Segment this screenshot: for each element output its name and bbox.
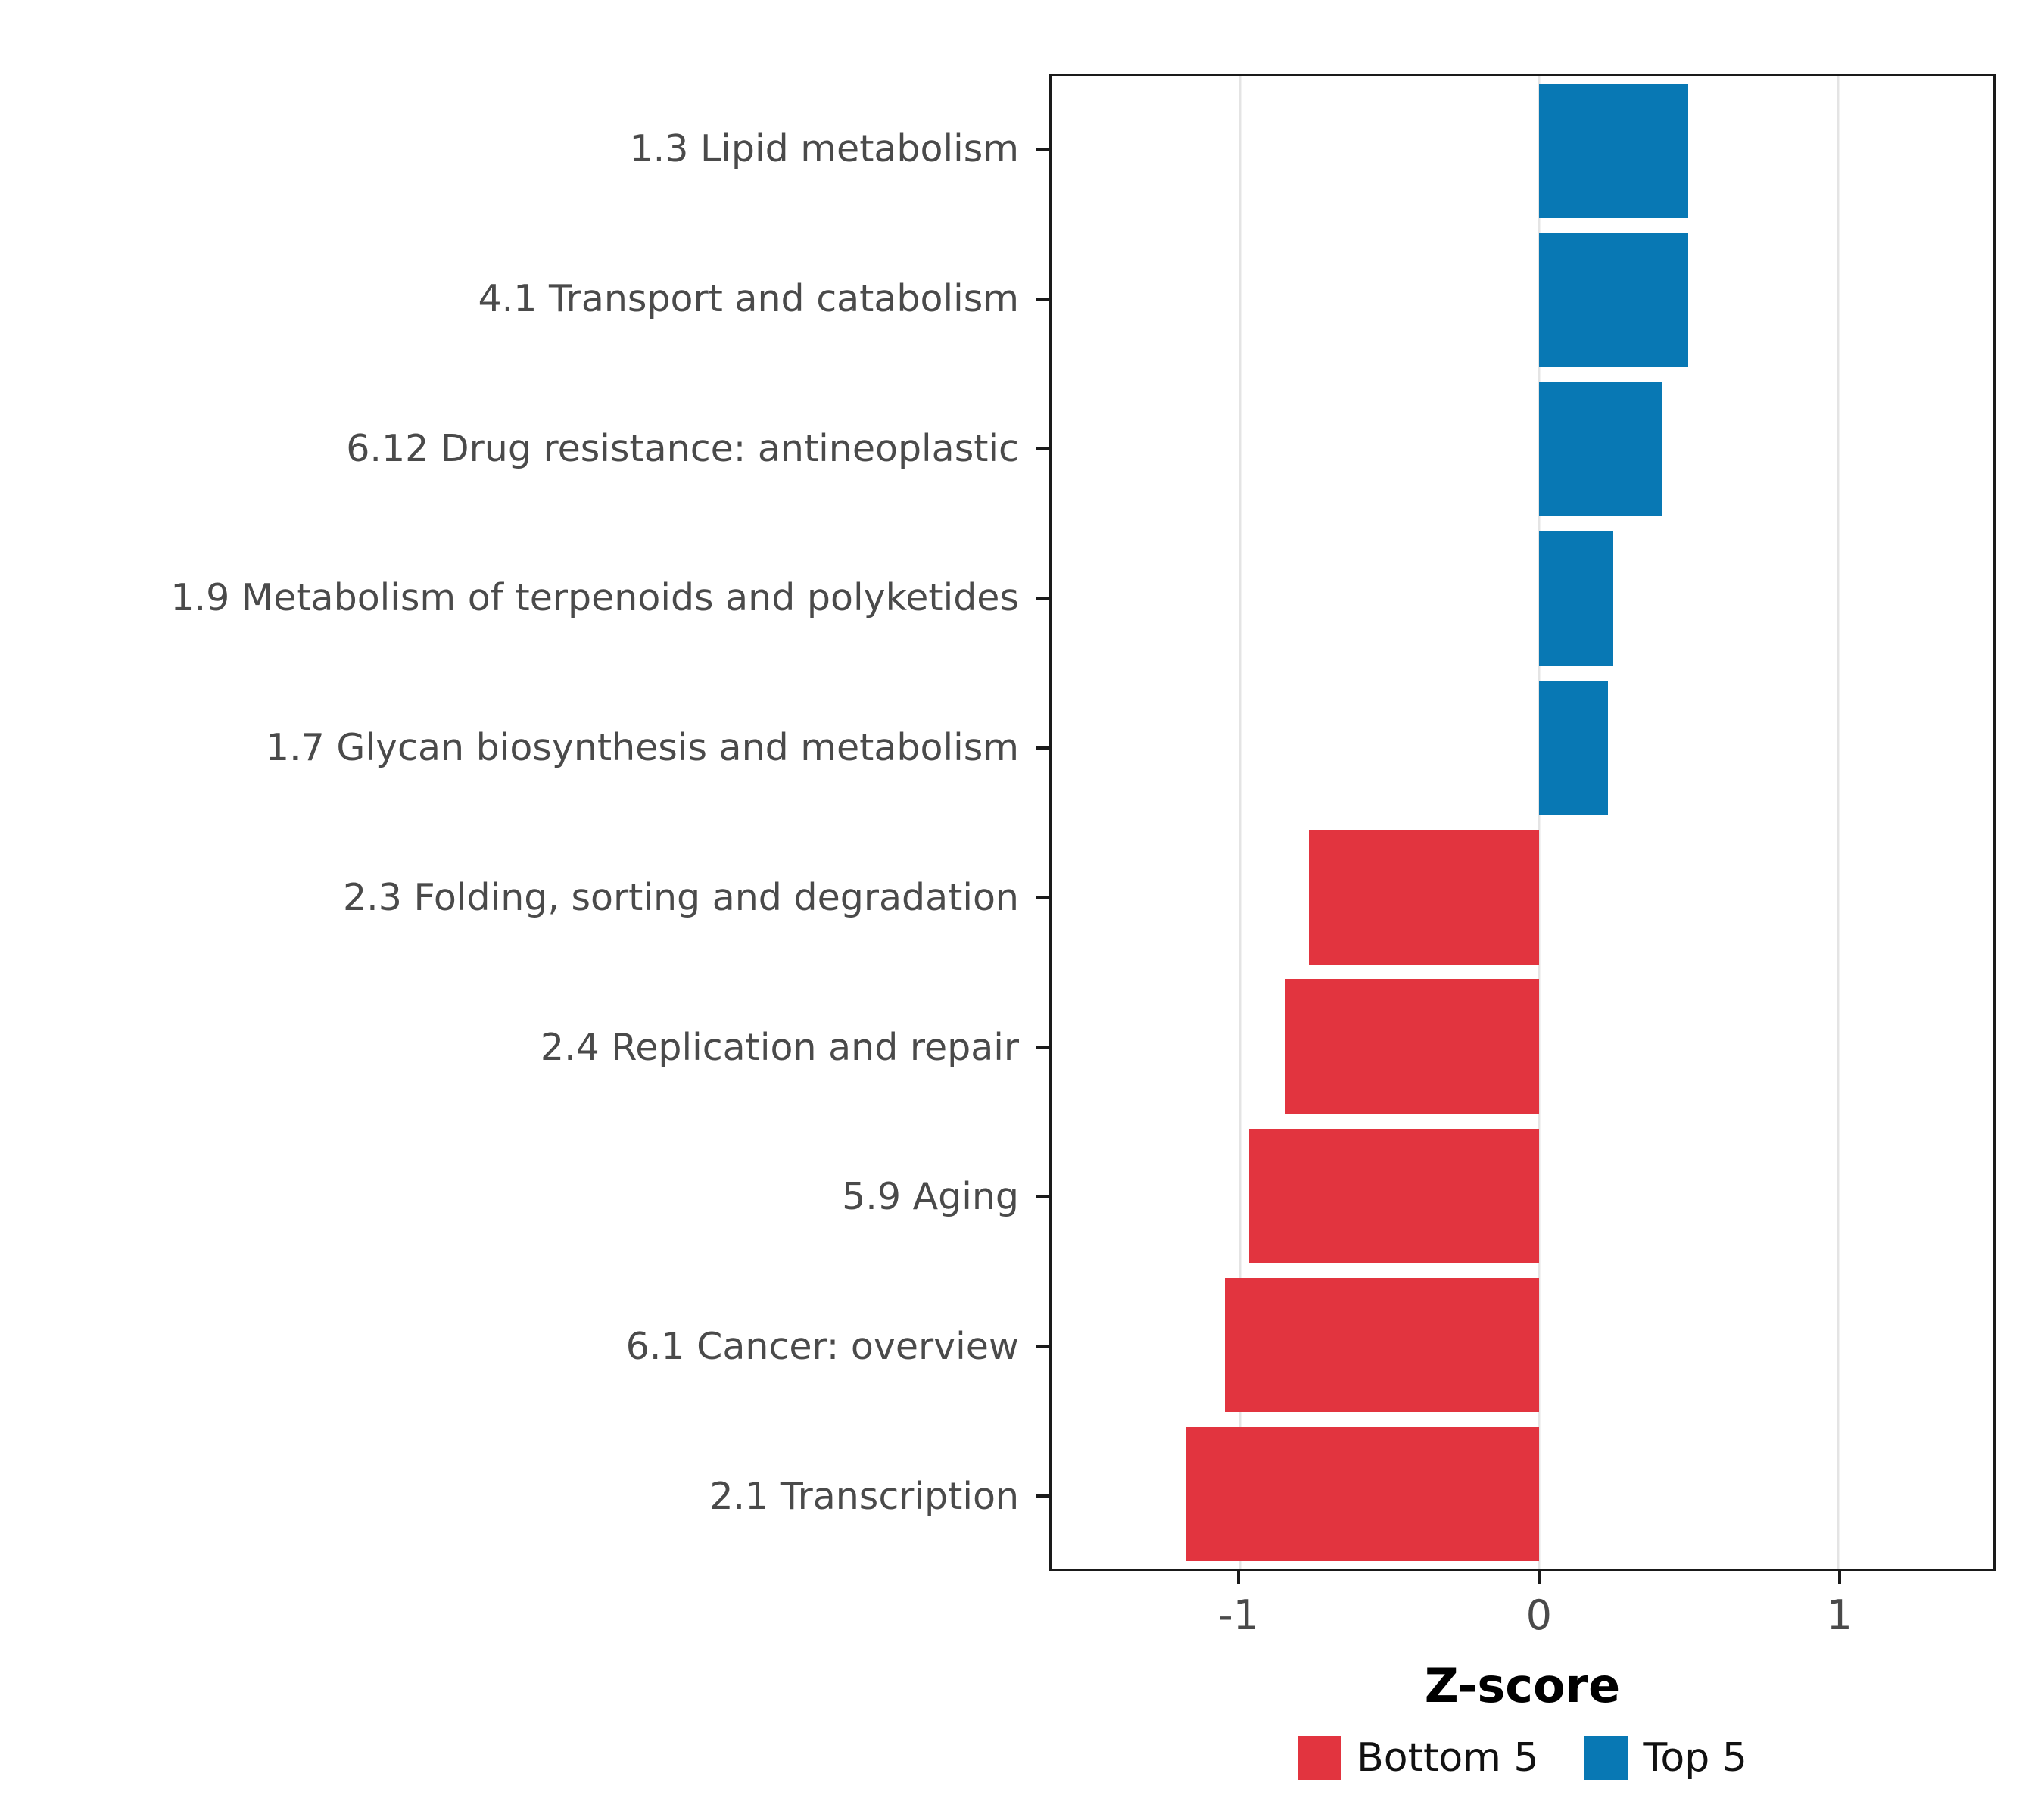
y-axis-label: 6.1 Cancer: overview [625, 1324, 1019, 1368]
y-tick-mark [1036, 297, 1049, 301]
x-tick-label: 1 [1826, 1591, 1852, 1639]
y-axis-labels: 1.3 Lipid metabolism 4.1 Transport and ca… [0, 74, 1019, 1571]
gridline-x--1 [1239, 76, 1242, 1569]
legend-label-bottom5: Bottom 5 [1357, 1735, 1539, 1781]
bar-2-1-transcription [1186, 1426, 1539, 1562]
y-tick-mark [1036, 1195, 1049, 1198]
legend-entry-bottom5: Bottom 5 [1298, 1735, 1538, 1781]
x-tick-mark [1237, 1571, 1240, 1584]
x-axis-tick-labels: -1 0 1 [1049, 1591, 1996, 1646]
bar-1-7-glycan-biosynthesis-and-metabolism [1538, 681, 1608, 815]
y-axis-ticks [1036, 74, 1049, 1571]
y-axis-label: 1.9 Metabolism of terpenoids and polyket… [170, 576, 1019, 620]
gridline-x-0 [1538, 76, 1541, 1569]
bar-1-3-lipid-metabolism [1538, 83, 1689, 219]
x-axis-ticks [1049, 1571, 1996, 1584]
x-tick-mark [1537, 1571, 1541, 1584]
y-axis-label: 1.7 Glycan biosynthesis and metabolism [265, 726, 1019, 770]
y-tick-mark [1036, 1345, 1049, 1348]
x-axis-title: Z-score [1424, 1658, 1621, 1713]
bar-2-3-folding-sorting-and-degradation [1308, 830, 1539, 965]
y-axis-label: 4.1 Transport and catabolism [478, 277, 1019, 321]
bar-6-1-cancer-overview [1225, 1277, 1539, 1413]
y-tick-mark [1036, 1494, 1049, 1498]
bar-1-9-metabolism-of-terpenoids-and-polyketides [1538, 531, 1614, 666]
legend-label-top5: Top 5 [1643, 1735, 1747, 1781]
y-tick-mark [1036, 147, 1049, 151]
legend: Bottom 5 Top 5 [1049, 1735, 1996, 1781]
y-axis-label: 1.3 Lipid metabolism [629, 127, 1020, 171]
y-axis-label: 6.12 Drug resistance: antineoplastic [346, 426, 1019, 470]
y-tick-mark [1036, 596, 1049, 600]
x-tick-mark [1837, 1571, 1841, 1584]
legend-entry-top5: Top 5 [1584, 1735, 1747, 1781]
x-tick-label: -1 [1218, 1591, 1259, 1639]
y-axis-label: 2.4 Replication and repair [540, 1025, 1019, 1069]
plot-panel [1049, 74, 1996, 1571]
bar-6-12-drug-resistance-antineoplastic [1538, 382, 1662, 517]
y-axis-label: 5.9 Aging [842, 1175, 1019, 1219]
bar-5-9-aging [1248, 1128, 1539, 1263]
y-tick-mark [1036, 896, 1049, 899]
bar-2-4-replication-and-repair [1285, 979, 1539, 1114]
bar-4-1-transport-and-catabolism [1538, 232, 1689, 368]
y-tick-mark [1036, 746, 1049, 750]
y-axis-label: 2.3 Folding, sorting and degradation [342, 875, 1019, 919]
legend-swatch-bottom5 [1298, 1736, 1342, 1780]
y-axis-label: 2.1 Transcription [709, 1474, 1019, 1518]
legend-swatch-top5 [1584, 1736, 1628, 1780]
y-tick-mark [1036, 1046, 1049, 1049]
gridline-x-1 [1837, 76, 1840, 1569]
x-tick-label: 0 [1525, 1591, 1552, 1639]
y-tick-mark [1036, 447, 1049, 450]
